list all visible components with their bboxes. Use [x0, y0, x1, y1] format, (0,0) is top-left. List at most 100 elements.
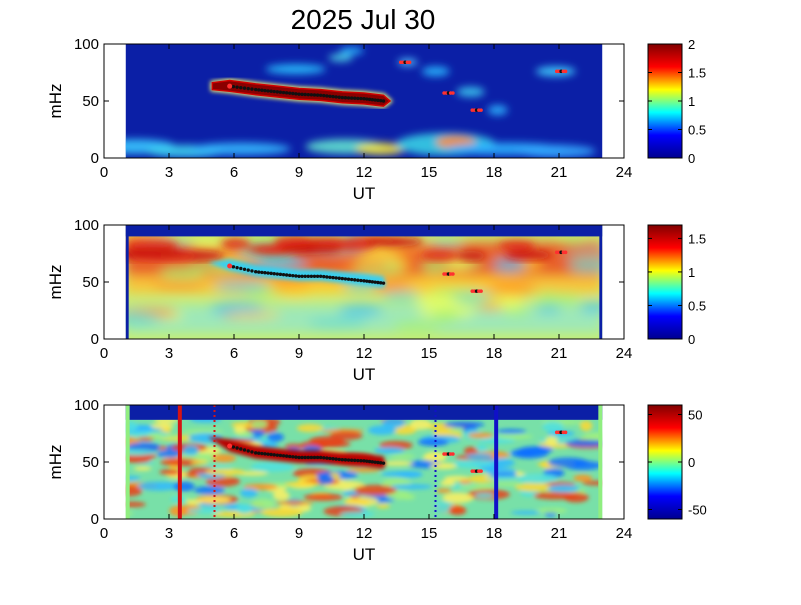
- trace-point: [235, 446, 239, 450]
- colorbar-tick-label: 0.5: [688, 298, 706, 313]
- trace-point: [269, 89, 273, 93]
- trace-point: [294, 455, 298, 459]
- x-tick-label: 24: [616, 164, 633, 181]
- x-tick-label: 18: [486, 525, 503, 542]
- vline-4: [494, 405, 499, 519]
- trace-point: [297, 455, 301, 460]
- trace-point: [373, 280, 377, 284]
- trace-point: [275, 90, 280, 94]
- marker-2: [470, 289, 483, 293]
- trace-point: [288, 91, 292, 95]
- trace-point: [356, 96, 360, 101]
- x-tick-label: 6: [230, 164, 238, 181]
- trace-point: [346, 277, 351, 281]
- trace-point: [337, 457, 341, 462]
- trace-point: [353, 458, 357, 463]
- x-tick-label: 3: [165, 345, 173, 362]
- y-tick-label: 0: [91, 511, 99, 528]
- trace-point: [315, 455, 320, 460]
- trace-point: [343, 277, 348, 281]
- trace-point: [278, 90, 283, 94]
- trace-point: [281, 90, 286, 95]
- trace-point: [312, 274, 317, 278]
- colorbar-tick-label: 1.5: [688, 66, 706, 81]
- trace-point: [242, 448, 247, 452]
- trace-point: [303, 92, 307, 97]
- x-tick-label: 3: [165, 525, 173, 542]
- x-tick-label: 18: [486, 345, 503, 362]
- trace-point: [367, 459, 372, 464]
- trace-point: [367, 279, 372, 284]
- trace-point: [239, 447, 243, 451]
- x-axis-label: UT: [353, 545, 376, 564]
- trace-point: [260, 451, 264, 456]
- x-tick-label: 9: [295, 164, 303, 181]
- vline-1: [177, 405, 182, 519]
- trace-point: [379, 98, 383, 103]
- trace-point: [309, 93, 314, 97]
- trace-point: [381, 281, 386, 285]
- trace-point: [362, 459, 366, 463]
- trace-point: [343, 96, 348, 100]
- trace-point: [365, 97, 369, 101]
- trace-point: [315, 274, 320, 278]
- trace-point: [359, 458, 363, 463]
- trace-point: [318, 93, 323, 98]
- trace-point: [269, 271, 273, 276]
- marker-3: [470, 108, 483, 112]
- trace-point: [250, 269, 254, 273]
- trace-point: [263, 452, 267, 456]
- trace-point: [281, 272, 286, 277]
- trace-point: [379, 461, 383, 465]
- colorbar-tick-label: 0: [688, 151, 695, 166]
- trace-point: [297, 274, 301, 278]
- trace-point: [318, 274, 323, 278]
- trace-point: [284, 273, 289, 277]
- trace-point: [300, 92, 304, 97]
- colorbar-tick-label: 0.5: [688, 123, 706, 138]
- colorbar: 0 0.5 1 1.5: [647, 224, 706, 347]
- trace-point: [353, 278, 357, 282]
- trace-point: [306, 92, 310, 97]
- trace-point: [266, 271, 270, 275]
- trace-point: [334, 457, 338, 461]
- marker-3: [554, 250, 568, 255]
- trace-point: [253, 451, 258, 455]
- trace-point: [356, 278, 360, 282]
- trace-point: [278, 453, 283, 458]
- trace-point: [362, 97, 366, 101]
- trace-point: [365, 459, 369, 463]
- trace-point: [340, 458, 345, 462]
- colorbar-tick-label: 0: [688, 455, 695, 470]
- trace-point: [250, 450, 254, 454]
- marker-3: [554, 430, 568, 435]
- trace-point: [331, 457, 335, 461]
- trace-point: [373, 98, 377, 102]
- y-axis-label: mHz: [46, 265, 65, 300]
- x-tick-label: 21: [551, 345, 568, 362]
- trace-point: [370, 97, 375, 102]
- trace-point: [328, 456, 332, 461]
- colorbar-tick-label: 1.5: [688, 231, 706, 246]
- trace-point: [362, 279, 366, 283]
- x-tick-label: 12: [356, 345, 373, 362]
- trace-point: [359, 96, 363, 101]
- x-tick-label: 24: [616, 525, 633, 542]
- trace-point: [337, 276, 341, 280]
- marker-2: [470, 469, 483, 473]
- trace-point: [353, 96, 357, 100]
- y-tick-label: 0: [91, 150, 99, 167]
- trace-point: [309, 274, 314, 278]
- trace-point: [334, 276, 338, 280]
- y-tick-label: 100: [74, 217, 99, 234]
- colorbar-tick-label: 2: [688, 37, 695, 52]
- trace-point: [331, 275, 335, 280]
- marker-1: [442, 452, 455, 456]
- trace-point: [370, 460, 375, 464]
- trace-point: [297, 92, 301, 96]
- trace-point: [266, 452, 270, 456]
- trace-point: [325, 94, 329, 98]
- trace-point: [235, 265, 239, 270]
- y-tick-label: 0: [91, 331, 99, 348]
